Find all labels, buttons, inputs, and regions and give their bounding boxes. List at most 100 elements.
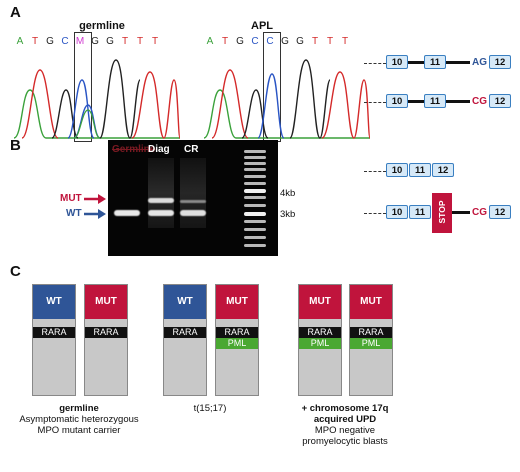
mpo-allele-mut: MUT — [85, 285, 127, 319]
ladder-band — [244, 175, 266, 178]
sequence-base: T — [121, 36, 129, 47]
caption-upd: + chromosome 17q acquired UPD MPO negati… — [282, 403, 408, 447]
exon-11: 11 — [424, 94, 446, 108]
caption-title: t(15;17) — [193, 403, 227, 414]
exon-10: 10 — [386, 55, 408, 69]
derivative-chromosome: MUT RARA PML — [349, 284, 393, 396]
gel-band-mut-faint — [180, 200, 206, 203]
panel-letter-b: B — [10, 137, 21, 154]
exon-12: 12 — [432, 163, 454, 177]
stop-codon-marker: STOP — [432, 193, 452, 233]
splice-site-wt: AG — [472, 57, 487, 68]
caption-translocation: t(15;17) — [155, 403, 265, 414]
gel-band-wt — [148, 210, 174, 216]
pml-locus: PML — [299, 338, 341, 349]
caption-line: acquired UPD — [313, 414, 377, 425]
trace-t — [21, 69, 180, 139]
caption-title: germline — [59, 403, 99, 414]
sequence-base: T — [151, 36, 159, 47]
intron-line — [408, 100, 424, 103]
rara-locus: RARA — [33, 327, 75, 338]
sequence-base: C — [266, 36, 274, 47]
sequence-base: T — [221, 36, 229, 47]
caption-title: + chromosome 17q — [301, 403, 389, 414]
intron-line — [446, 100, 470, 103]
mut-band-label: MUT — [60, 193, 82, 204]
ladder-band — [244, 156, 266, 159]
sequence-base: M — [75, 36, 85, 47]
panel-letter-a: A — [10, 4, 21, 21]
wt-arrow-icon — [84, 209, 106, 219]
intron-line — [452, 211, 470, 214]
trace-title-apl: APL — [251, 20, 273, 32]
caption-line: Asymptomatic heterozygous — [19, 414, 139, 425]
intron-dashed-line — [364, 171, 386, 172]
caption-germline: germline Asymptomatic heterozygous MPO m… — [14, 403, 144, 436]
caption-line: MPO negative — [314, 425, 376, 436]
gel-lane-smear — [180, 158, 206, 228]
sequence-base: C — [251, 36, 259, 47]
mpo-allele-wt: WT — [164, 285, 206, 319]
exon-12: 12 — [489, 205, 511, 219]
size-marker-4kb: 4kb — [280, 188, 296, 199]
chromatogram-apl — [203, 59, 370, 139]
exon-11: 11 — [424, 55, 446, 69]
ladder-band — [244, 244, 266, 247]
derivative-chromosome: MUT RARA PML — [215, 284, 259, 396]
ladder-band — [244, 204, 266, 207]
gel-lane-smear — [148, 158, 174, 228]
gel-lane-label-germline: Germline — [112, 144, 156, 155]
intron-dashed-line — [364, 213, 386, 214]
sequence-base: A — [206, 36, 214, 47]
exon-10: 10 — [386, 94, 408, 108]
derivative-chromosome: MUT RARA PML — [298, 284, 342, 396]
rara-locus: RARA — [350, 327, 392, 338]
sequence-base: T — [136, 36, 144, 47]
sequence-base: G — [91, 36, 99, 47]
sequence-base: C — [61, 36, 69, 47]
exon-11: 11 — [409, 205, 431, 219]
sequence-base: T — [31, 36, 39, 47]
caption-line: promyelocytic blasts — [302, 436, 388, 447]
ladder-band — [244, 228, 266, 231]
ladder-band — [244, 162, 266, 165]
variant-highlight-box-germline — [74, 32, 92, 142]
rara-locus: RARA — [216, 327, 258, 338]
trace-g — [51, 59, 141, 139]
gel-lane-label-diag: Diag — [148, 144, 170, 155]
agarose-gel: Germline Diag CR — [108, 140, 278, 256]
ladder-band — [244, 212, 266, 216]
chromosome-17: WT RARA — [163, 284, 207, 396]
intron-line — [408, 61, 424, 64]
ladder-band — [244, 220, 266, 223]
chromosome-17: WT RARA — [32, 284, 76, 396]
trace-a2 — [73, 109, 101, 139]
pml-locus: PML — [350, 338, 392, 349]
chromatogram-germline — [13, 59, 180, 139]
exon-11: 11 — [409, 163, 431, 177]
intron-dashed-line — [364, 102, 386, 103]
mpo-allele-wt: WT — [33, 285, 75, 319]
sequence-base: G — [296, 36, 304, 47]
exon-10: 10 — [386, 163, 408, 177]
mpo-allele-mut: MUT — [216, 285, 258, 319]
ladder-band — [244, 236, 266, 239]
ladder-band — [244, 168, 266, 171]
size-marker-3kb: 3kb — [280, 209, 296, 220]
exon-10: 10 — [386, 205, 408, 219]
dna-ladder — [244, 148, 266, 252]
sequence-base: G — [236, 36, 244, 47]
mpo-allele-mut: MUT — [350, 285, 392, 319]
splice-site-mutant: CG — [472, 96, 487, 107]
sequence-base: T — [326, 36, 334, 47]
trace-a — [13, 89, 180, 139]
chromosome-17: MUT RARA — [84, 284, 128, 396]
ladder-band — [244, 182, 266, 185]
gel-band-wt — [180, 210, 206, 216]
stop-label: STOP — [437, 200, 447, 224]
rara-locus: RARA — [85, 327, 127, 338]
wt-band-label: WT — [66, 208, 82, 219]
sequence-base: G — [106, 36, 114, 47]
